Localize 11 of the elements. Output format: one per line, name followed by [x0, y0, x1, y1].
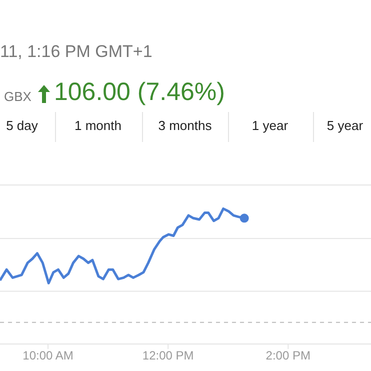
text: GBX [4, 89, 32, 104]
chart-subtitle: 11, 1:16 PM GMT+1 [0, 42, 152, 62]
text: 1 month [74, 118, 122, 133]
x-tick-label: 12:00 PM [142, 348, 194, 363]
text: 3 months [157, 118, 213, 133]
text: 1 year [250, 118, 290, 133]
text: 106.00 (7.46%) [54, 78, 225, 107]
text: 5 day [5, 118, 39, 133]
x-tick-label: 2:00 PM [266, 348, 311, 363]
x-tick-label: 10:00 AM [22, 348, 74, 363]
text: 5 year [326, 118, 364, 133]
